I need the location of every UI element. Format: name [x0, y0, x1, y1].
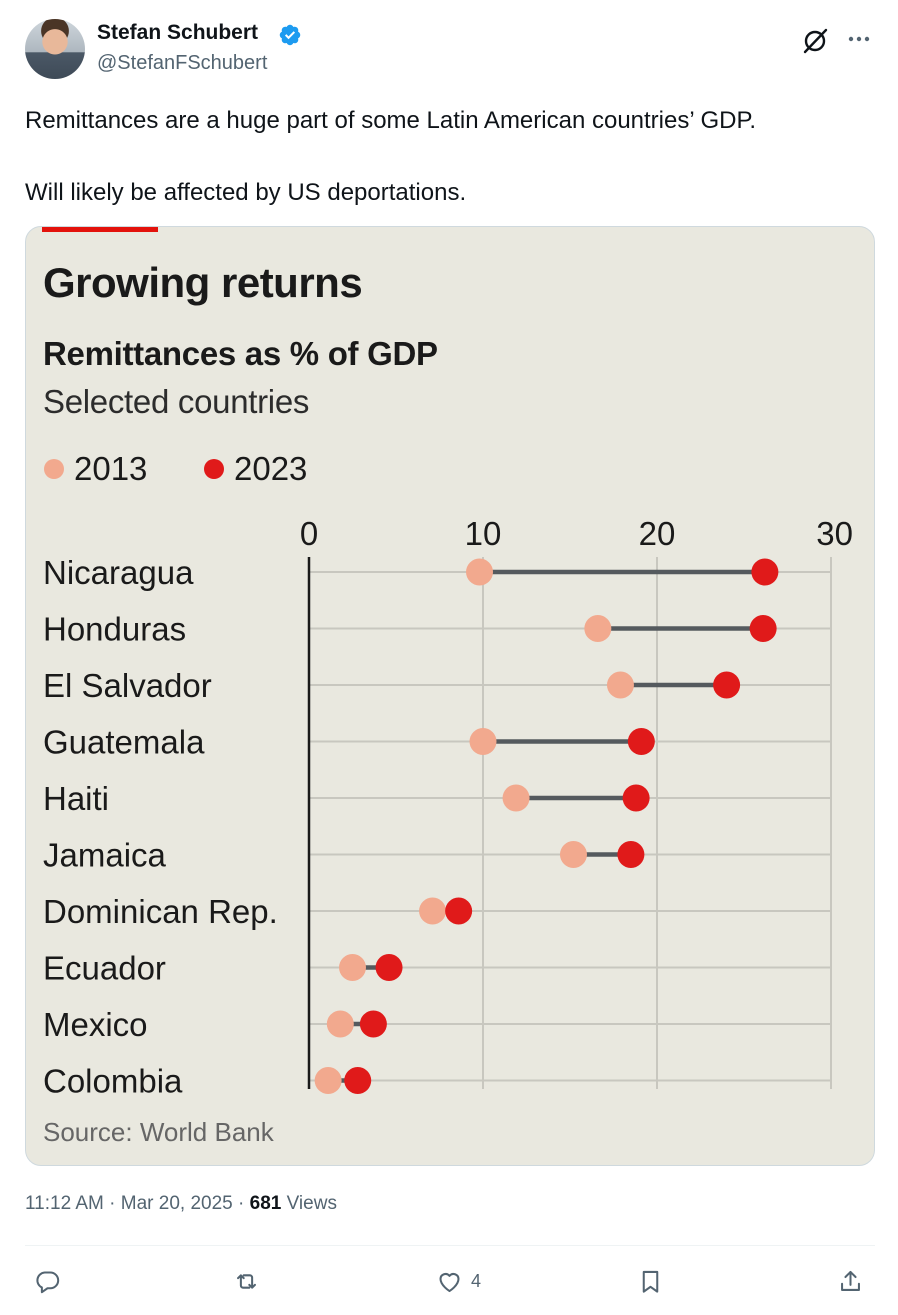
- chart-subtitle: Remittances as % of GDP: [43, 335, 438, 372]
- category-label: Honduras: [43, 611, 186, 648]
- brand-rule: [42, 227, 158, 232]
- author-handle[interactable]: @StefanFSchubert: [97, 52, 268, 74]
- category-label: El Salvador: [43, 667, 212, 704]
- chart-title: Growing returns: [43, 259, 363, 306]
- x-tick-label: 30: [816, 515, 853, 552]
- point-2023: [617, 841, 645, 868]
- reply-icon: [36, 1270, 60, 1293]
- legend-dot-2023: [204, 459, 224, 479]
- point-2013: [326, 1010, 354, 1038]
- chart-subsubtitle: Selected countries: [43, 383, 310, 420]
- retweet-button[interactable]: [233, 1264, 268, 1298]
- share-button[interactable]: [837, 1264, 864, 1298]
- tweet-text-line: Will likely be affected by US deportatio…: [25, 179, 467, 206]
- views-label: Views: [281, 1193, 337, 1214]
- dumbbell-chart: 0 10 20 30 Nicaragua Honduras El Salvador Guate…: [43, 515, 853, 1100]
- point-2013: [559, 841, 587, 868]
- point-2023: [713, 671, 741, 699]
- point-2013: [584, 615, 612, 642]
- category-label: Ecuador: [43, 950, 166, 987]
- legend-item-2023: 2023: [203, 449, 307, 489]
- chart-source: Source: World Bank: [43, 1117, 274, 1147]
- category-label: Guatemala: [43, 724, 205, 761]
- category-label: Jamaica: [43, 837, 167, 874]
- author-name[interactable]: Stefan Schubert: [97, 21, 259, 44]
- grok-icon[interactable]: [800, 26, 830, 56]
- bookmark-icon: [642, 1270, 659, 1293]
- x-tick-label: 20: [639, 515, 676, 552]
- point-2023: [359, 1010, 387, 1038]
- reply-button[interactable]: [34, 1264, 69, 1298]
- verified-badge-icon[interactable]: [278, 23, 302, 47]
- more-icon[interactable]: [846, 26, 872, 52]
- point-2013: [469, 728, 497, 755]
- heart-icon: [439, 1272, 460, 1292]
- avatar[interactable]: [25, 19, 85, 79]
- legend-label-2013: 2013: [74, 450, 148, 487]
- divider: [25, 1245, 875, 1246]
- tweet-date[interactable]: Mar 20, 2025: [120, 1193, 233, 1214]
- x-tick-label: 0: [300, 515, 318, 552]
- retweet-icon: [237, 1273, 256, 1289]
- tweet-text: Remittances are a huge part of some Lati…: [25, 103, 756, 211]
- point-2013: [466, 558, 494, 586]
- point-2023: [344, 1067, 372, 1094]
- like-count: 4: [471, 1270, 482, 1291]
- point-2023: [749, 615, 777, 642]
- like-button[interactable]: 4: [436, 1264, 481, 1298]
- category-label: Haiti: [43, 780, 109, 817]
- category-label: Colombia: [43, 1063, 183, 1100]
- category-label: Mexico: [43, 1006, 148, 1043]
- point-2023: [622, 784, 650, 812]
- tweet-meta: 11:12 AM · Mar 20, 2025 · 681 Views: [25, 1193, 337, 1215]
- point-2013: [339, 954, 366, 981]
- x-tick-label: 10: [465, 515, 502, 552]
- share-icon: [841, 1270, 860, 1291]
- legend-label-2023: 2023: [234, 450, 308, 487]
- legend-dot-2013: [44, 459, 64, 479]
- tweet-time[interactable]: 11:12 AM: [25, 1193, 104, 1214]
- point-2023: [445, 897, 473, 925]
- tweet-text-line: Remittances are a huge part of some Lati…: [25, 107, 757, 134]
- category-label: Dominican Rep.: [43, 893, 278, 930]
- bookmark-button[interactable]: [637, 1264, 672, 1298]
- point-2013: [502, 784, 530, 812]
- point-2023: [627, 728, 655, 755]
- point-2013: [419, 897, 447, 925]
- views-count: 681: [249, 1193, 282, 1214]
- point-2013: [606, 671, 634, 699]
- category-label: Nicaragua: [43, 554, 194, 591]
- point-2023: [375, 954, 403, 981]
- meta-separator: ·: [103, 1193, 121, 1214]
- point-2013: [314, 1067, 342, 1094]
- point-2023: [751, 558, 779, 586]
- meta-separator: ·: [232, 1193, 250, 1214]
- legend-item-2013: 2013: [43, 449, 147, 489]
- chart-image[interactable]: Growing returns Remittances as % of GDP …: [25, 226, 875, 1166]
